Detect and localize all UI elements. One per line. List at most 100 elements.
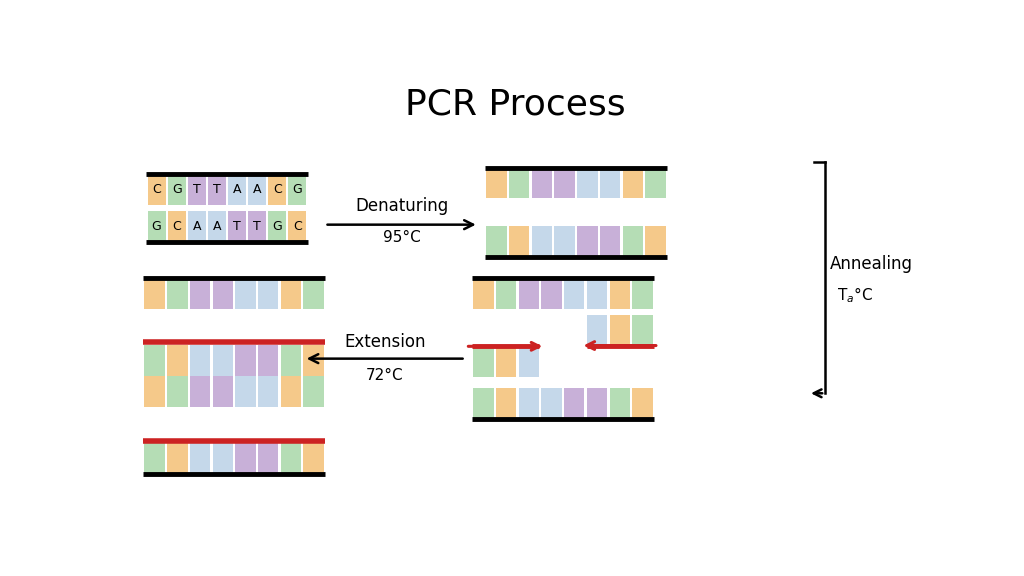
Bar <box>281 278 301 309</box>
Bar <box>554 168 574 199</box>
Text: A: A <box>213 219 221 233</box>
Bar <box>147 211 166 241</box>
Bar <box>144 278 165 309</box>
Bar <box>496 346 516 377</box>
Bar <box>258 278 279 309</box>
Text: Extension: Extension <box>344 333 425 351</box>
Bar <box>167 278 187 309</box>
Bar <box>147 174 166 204</box>
Text: 72°C: 72°C <box>366 368 403 383</box>
Bar <box>303 376 324 407</box>
Bar <box>609 278 630 309</box>
Text: A: A <box>232 183 242 196</box>
Bar <box>258 376 279 407</box>
Bar <box>187 174 206 204</box>
Bar <box>578 168 598 199</box>
Bar <box>609 388 630 419</box>
Bar <box>167 376 187 407</box>
Text: C: C <box>293 219 302 233</box>
Bar <box>189 278 210 309</box>
Bar <box>208 211 226 241</box>
Bar <box>473 278 494 309</box>
Bar <box>268 174 286 204</box>
Bar <box>623 226 643 257</box>
Bar <box>623 168 643 199</box>
Bar <box>144 376 165 407</box>
Bar <box>144 444 165 474</box>
Bar <box>236 278 256 309</box>
Bar <box>167 444 187 474</box>
Text: PCR Process: PCR Process <box>406 88 626 122</box>
Bar <box>168 211 185 241</box>
Bar <box>518 346 539 377</box>
Text: A: A <box>193 219 201 233</box>
Text: G: G <box>272 219 282 233</box>
Bar <box>236 345 256 376</box>
Text: T: T <box>233 219 241 233</box>
Text: C: C <box>153 183 161 196</box>
Bar <box>258 345 279 376</box>
Text: G: G <box>292 183 302 196</box>
Bar <box>632 278 652 309</box>
Text: G: G <box>152 219 162 233</box>
Text: Denaturing: Denaturing <box>355 197 449 215</box>
Bar <box>486 226 507 257</box>
Bar <box>248 174 266 204</box>
Bar <box>587 278 607 309</box>
Bar <box>187 211 206 241</box>
Bar <box>564 388 585 419</box>
Bar <box>213 376 233 407</box>
Bar <box>632 314 652 346</box>
Text: C: C <box>172 219 181 233</box>
Bar <box>268 211 286 241</box>
Bar <box>236 444 256 474</box>
Bar <box>518 388 539 419</box>
Bar <box>189 376 210 407</box>
Bar <box>645 168 666 199</box>
Bar <box>236 376 256 407</box>
Bar <box>496 278 516 309</box>
Bar <box>303 278 324 309</box>
Bar <box>473 346 494 377</box>
Text: T: T <box>253 219 261 233</box>
Bar <box>167 345 187 376</box>
Text: T$_a$°C: T$_a$°C <box>838 285 873 305</box>
Bar <box>189 345 210 376</box>
Bar <box>228 211 246 241</box>
Bar <box>213 345 233 376</box>
Text: 95°C: 95°C <box>383 230 421 245</box>
Text: C: C <box>272 183 282 196</box>
Bar <box>486 168 507 199</box>
Text: T: T <box>193 183 201 196</box>
Bar <box>168 174 185 204</box>
Bar <box>531 226 552 257</box>
Bar <box>554 226 574 257</box>
Bar <box>587 388 607 419</box>
Bar <box>288 211 306 241</box>
Bar <box>509 226 529 257</box>
Bar <box>531 168 552 199</box>
Bar <box>258 444 279 474</box>
Bar <box>281 345 301 376</box>
Bar <box>303 444 324 474</box>
Bar <box>228 174 246 204</box>
Bar <box>473 388 494 419</box>
Bar <box>144 345 165 376</box>
Bar <box>542 278 562 309</box>
Bar <box>189 444 210 474</box>
Text: G: G <box>172 183 181 196</box>
Bar <box>509 168 529 199</box>
Bar <box>645 226 666 257</box>
Bar <box>587 314 607 346</box>
Bar <box>600 168 621 199</box>
Bar <box>213 278 233 309</box>
Text: A: A <box>253 183 261 196</box>
Text: T: T <box>213 183 221 196</box>
Bar <box>578 226 598 257</box>
Bar <box>281 444 301 474</box>
Bar <box>208 174 226 204</box>
Bar <box>600 226 621 257</box>
Bar <box>542 388 562 419</box>
Bar <box>303 345 324 376</box>
Bar <box>496 388 516 419</box>
